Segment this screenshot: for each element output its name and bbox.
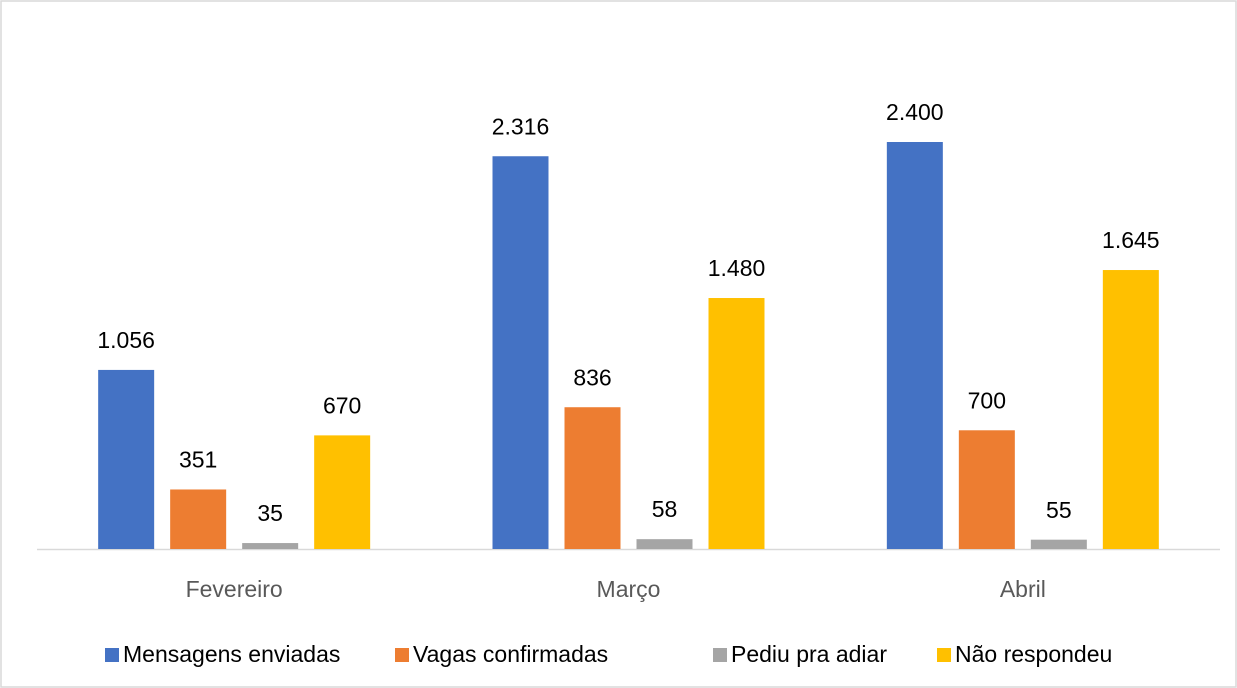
data-label: 55 — [1046, 497, 1072, 523]
x-tick-label: Março — [597, 576, 661, 602]
bar — [242, 543, 299, 549]
bar — [492, 156, 549, 549]
data-label: 35 — [257, 500, 283, 526]
data-label: 351 — [179, 447, 217, 473]
data-label: 836 — [573, 364, 611, 390]
data-label: 58 — [652, 496, 678, 522]
legend-label: Pediu pra adiar — [731, 641, 887, 667]
x-tick-label: Fevereiro — [186, 576, 283, 602]
bar — [314, 435, 371, 549]
data-label: 1.480 — [708, 255, 766, 281]
data-label: 2.400 — [886, 99, 944, 125]
data-label: 700 — [968, 387, 1006, 413]
bar — [1030, 539, 1087, 549]
legend-swatch — [713, 648, 727, 662]
legend-swatch — [937, 648, 951, 662]
bar — [708, 298, 765, 549]
data-label: 1.645 — [1102, 227, 1160, 253]
legend-swatch — [395, 648, 409, 662]
legend-label: Não respondeu — [955, 641, 1112, 667]
bar — [98, 369, 155, 549]
legend-swatch — [105, 648, 119, 662]
data-label: 2.316 — [492, 113, 550, 139]
bar — [170, 489, 227, 549]
data-label: 1.056 — [97, 327, 155, 353]
bar — [958, 430, 1015, 549]
x-tick-label: Abril — [1000, 576, 1046, 602]
legend-label: Mensagens enviadas — [123, 641, 340, 667]
bar — [564, 407, 621, 549]
bar — [886, 142, 943, 549]
bar — [1102, 270, 1159, 549]
legend-label: Vagas confirmadas — [413, 641, 608, 667]
data-label: 670 — [323, 392, 361, 418]
bar — [636, 539, 693, 549]
